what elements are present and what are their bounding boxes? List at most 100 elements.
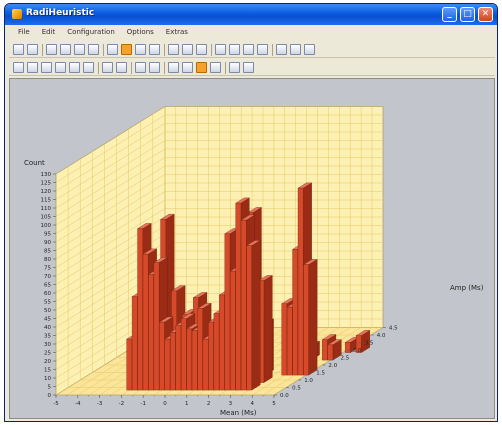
- back-icon[interactable]: [41, 62, 52, 73]
- undo-icon[interactable]: [149, 44, 160, 55]
- z-tick-label: 90: [44, 240, 51, 246]
- next-icon[interactable]: [69, 62, 80, 73]
- z-tick-label: 105: [41, 215, 52, 221]
- menu-extras[interactable]: Extras: [165, 28, 188, 36]
- y-tick-label: 1.5: [316, 371, 325, 377]
- y-tick-label: 0.5: [292, 386, 301, 392]
- y-tick-label: 3.5: [365, 341, 374, 347]
- play-icon[interactable]: [102, 62, 113, 73]
- toolbar-separator: [272, 44, 273, 56]
- x-tick-label: -1: [140, 401, 145, 407]
- legend-icon[interactable]: [210, 62, 221, 73]
- x-tick-label: -3: [97, 401, 103, 407]
- rotate-icon[interactable]: [107, 44, 118, 55]
- print-icon[interactable]: [121, 44, 132, 55]
- maximize-icon: □: [463, 9, 472, 19]
- window-title: RadiHeuristic: [26, 8, 95, 18]
- bar-front: [170, 332, 176, 391]
- highlight-icon[interactable]: [196, 62, 207, 73]
- bar-side: [251, 240, 261, 391]
- bar-front: [240, 219, 247, 391]
- ruler-icon[interactable]: [182, 44, 193, 55]
- fill-icon[interactable]: [243, 44, 254, 55]
- title-bar[interactable]: RadiHeuristic _ □ ✕: [5, 4, 497, 25]
- bar-front: [224, 233, 231, 391]
- color-icon[interactable]: [276, 44, 287, 55]
- copy-icon[interactable]: [135, 44, 146, 55]
- z-tick-label: 40: [44, 325, 51, 331]
- x-tick-label: -4: [75, 401, 81, 407]
- redo-icon[interactable]: [168, 44, 179, 55]
- y-tick-label: 2.5: [341, 356, 350, 362]
- export-icon[interactable]: [149, 62, 160, 73]
- toolbar-separator: [164, 62, 165, 74]
- pan-icon[interactable]: [74, 44, 85, 55]
- minimize-button[interactable]: _: [442, 7, 457, 22]
- y-tick-label: 3.0: [353, 348, 362, 354]
- z-tick-label: 0: [48, 393, 52, 399]
- rotate-right-icon[interactable]: [243, 62, 254, 73]
- maximize-button[interactable]: □: [460, 7, 475, 22]
- y-tick-label: 1.0: [304, 378, 313, 384]
- bar-front: [164, 338, 171, 391]
- close-button[interactable]: ✕: [478, 7, 493, 22]
- reset-icon[interactable]: [304, 44, 315, 55]
- marker-icon[interactable]: [229, 44, 240, 55]
- line-icon[interactable]: [215, 44, 226, 55]
- x-tick-label: 1: [185, 401, 189, 407]
- z-tick-label: 15: [44, 368, 51, 374]
- select-icon[interactable]: [88, 44, 99, 55]
- forward-icon[interactable]: [55, 62, 66, 73]
- z-tick-label: 55: [44, 300, 51, 306]
- bar-front: [281, 303, 288, 376]
- bar-front: [191, 330, 198, 391]
- main-toolbar: [9, 42, 495, 58]
- y-tick-label: 2.0: [328, 363, 337, 369]
- z-tick-label: 75: [44, 266, 51, 272]
- axis-icon[interactable]: [196, 44, 207, 55]
- scatter-icon[interactable]: [182, 62, 193, 73]
- histogram-bar: [355, 330, 371, 353]
- zoom-out-icon[interactable]: [60, 44, 71, 55]
- bar-front: [292, 249, 298, 376]
- menu-edit[interactable]: Edit: [41, 28, 56, 36]
- bar-front: [186, 328, 192, 391]
- grid-icon[interactable]: [257, 44, 268, 55]
- bar-front: [355, 335, 362, 353]
- x-axis-title: Mean (Ms): [220, 409, 257, 417]
- x-tick-label: 4: [250, 401, 254, 407]
- z-tick-label: 125: [41, 181, 52, 187]
- bar-chart-icon[interactable]: [168, 62, 179, 73]
- bar-front: [219, 294, 225, 391]
- plot-area[interactable]: 0 5 10 15 20 25 30 35 40 45 50 55 60 65 70 75 80 85 90 95 10…: [9, 78, 495, 419]
- disk-icon[interactable]: [27, 44, 38, 55]
- zoom-in-icon[interactable]: [46, 44, 57, 55]
- close-icon: ✕: [481, 9, 490, 19]
- app-icon: [12, 9, 22, 19]
- move-icon[interactable]: [290, 44, 301, 55]
- z-tick-label: 115: [41, 198, 52, 204]
- stop-icon[interactable]: [116, 62, 127, 73]
- toolbar-separator: [164, 44, 165, 56]
- save-icon[interactable]: [13, 44, 24, 55]
- bar-front: [202, 338, 209, 391]
- histogram-3d-chart[interactable]: 0510152025303540455055606570758085909510…: [10, 79, 495, 419]
- bar-front: [322, 339, 328, 361]
- application-window: RadiHeuristic _ □ ✕ File Edit Configurat…: [4, 3, 498, 422]
- z-tick-label: 5: [48, 385, 52, 391]
- prev-icon[interactable]: [27, 62, 38, 73]
- toolbar-separator: [211, 44, 212, 56]
- first-icon[interactable]: [13, 62, 24, 73]
- bar-front: [246, 245, 252, 391]
- menu-configuration[interactable]: Configuration: [67, 28, 115, 36]
- rotate-left-icon[interactable]: [229, 62, 240, 73]
- x-tick-label: -2: [119, 401, 124, 407]
- loop-icon[interactable]: [135, 62, 146, 73]
- menu-file[interactable]: File: [18, 28, 30, 36]
- menu-options[interactable]: Options: [126, 28, 154, 36]
- bar-front: [297, 187, 304, 376]
- toolbar-separator: [103, 44, 104, 56]
- minimize-icon: _: [447, 9, 452, 19]
- x-tick-label: 3: [229, 401, 233, 407]
- last-icon[interactable]: [83, 62, 94, 73]
